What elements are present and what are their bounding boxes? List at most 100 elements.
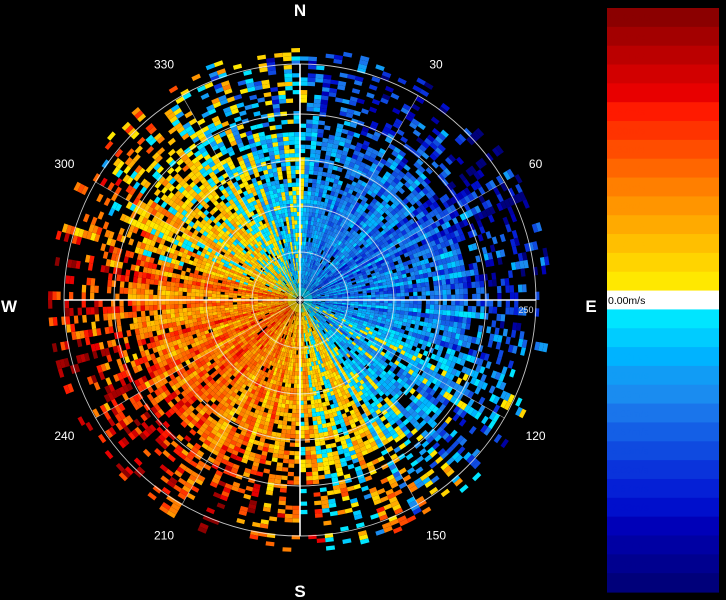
velocity-cell bbox=[364, 386, 370, 392]
velocity-cell bbox=[324, 333, 329, 338]
velocity-cell bbox=[331, 407, 337, 413]
velocity-cell bbox=[364, 213, 371, 220]
velocity-cell bbox=[337, 392, 343, 398]
velocity-cell bbox=[378, 373, 385, 379]
velocity-cell bbox=[397, 181, 404, 188]
velocity-cell bbox=[309, 366, 313, 371]
velocity-cell bbox=[354, 372, 360, 379]
velocity-cell bbox=[440, 223, 448, 230]
velocity-cell bbox=[354, 329, 360, 334]
velocity-cell bbox=[316, 244, 321, 249]
velocity-cell bbox=[349, 320, 355, 324]
velocity-cell bbox=[341, 296, 347, 299]
velocity-cell bbox=[425, 290, 431, 296]
velocity-cell bbox=[357, 310, 362, 314]
velocity-cell bbox=[387, 355, 393, 362]
velocity-cell bbox=[375, 528, 385, 536]
velocity-cell bbox=[330, 381, 335, 387]
velocity-cell bbox=[375, 428, 383, 435]
velocity-cell bbox=[344, 274, 350, 278]
velocity-cell bbox=[321, 499, 329, 505]
velocity-cell bbox=[337, 359, 343, 365]
velocity-cell bbox=[331, 425, 337, 431]
velocity-cell bbox=[419, 419, 427, 427]
velocity-cell bbox=[517, 252, 524, 262]
velocity-cell bbox=[378, 313, 383, 318]
velocity-cell bbox=[332, 398, 338, 404]
velocity-cell bbox=[316, 295, 321, 298]
velocity-cell bbox=[327, 234, 332, 240]
velocity-cell bbox=[311, 293, 316, 296]
velocity-cell bbox=[313, 320, 317, 325]
velocity-cell bbox=[420, 344, 427, 351]
velocity-cell bbox=[378, 282, 383, 287]
velocity-cell bbox=[398, 317, 404, 322]
velocity-cell bbox=[455, 305, 460, 312]
velocity-cell bbox=[354, 378, 360, 384]
velocity-cell bbox=[302, 316, 305, 321]
velocity-cell bbox=[351, 270, 357, 275]
velocity-cell bbox=[339, 336, 344, 341]
velocity-cell bbox=[476, 169, 485, 178]
velocity-cell bbox=[366, 92, 375, 99]
velocity-cell bbox=[500, 390, 508, 400]
velocity-cell bbox=[353, 483, 361, 490]
velocity-cell bbox=[371, 444, 379, 451]
velocity-cell bbox=[432, 233, 439, 241]
velocity-cell bbox=[308, 362, 312, 367]
velocity-cell bbox=[345, 455, 352, 462]
velocity-cell bbox=[359, 319, 364, 323]
velocity-cell bbox=[312, 295, 317, 297]
velocity-cell bbox=[336, 250, 341, 255]
velocity-cell bbox=[387, 218, 394, 225]
velocity-cell bbox=[344, 230, 350, 236]
velocity-cell bbox=[288, 463, 295, 468]
velocity-cell bbox=[359, 344, 365, 350]
velocity-cell bbox=[406, 496, 416, 504]
velocity-cell bbox=[308, 272, 311, 277]
velocity-cell bbox=[366, 404, 373, 411]
velocity-cell bbox=[304, 262, 307, 267]
velocity-cell bbox=[313, 221, 317, 227]
velocity-cell bbox=[367, 383, 373, 390]
velocity-cell bbox=[328, 265, 333, 270]
velocity-cell bbox=[316, 278, 321, 282]
velocity-cell bbox=[327, 244, 332, 250]
velocity-cell bbox=[308, 301, 313, 303]
velocity-cell bbox=[319, 359, 323, 364]
velocity-cell bbox=[456, 192, 464, 200]
velocity-cell bbox=[310, 255, 313, 260]
velocity-cell bbox=[395, 286, 401, 290]
velocity-cell bbox=[356, 376, 363, 382]
velocity-cell bbox=[293, 396, 297, 401]
velocity-cell bbox=[321, 401, 327, 407]
velocity-cell bbox=[335, 335, 340, 340]
velocity-cell bbox=[304, 233, 307, 238]
velocity-cell bbox=[344, 322, 350, 326]
velocity-cell bbox=[320, 301, 326, 303]
velocity-cell bbox=[381, 381, 388, 388]
velocity-cell bbox=[399, 281, 404, 286]
velocity-cell bbox=[327, 355, 332, 361]
velocity-cell bbox=[353, 264, 359, 269]
velocity-cell bbox=[348, 272, 353, 277]
velocity-cell bbox=[304, 429, 310, 435]
velocity-cell bbox=[325, 342, 329, 348]
velocity-cell bbox=[319, 289, 324, 293]
velocity-cell bbox=[362, 196, 369, 203]
velocity-cell bbox=[358, 209, 365, 216]
velocity-cell bbox=[306, 258, 309, 263]
velocity-cell bbox=[303, 301, 308, 304]
velocity-cell bbox=[384, 422, 392, 429]
velocity-cell bbox=[390, 372, 396, 379]
velocity-cell bbox=[350, 303, 355, 306]
velocity-cell bbox=[320, 393, 325, 399]
velocity-cell bbox=[317, 327, 322, 333]
velocity-cell bbox=[339, 342, 344, 347]
velocity-cell bbox=[309, 208, 313, 213]
velocity-cell bbox=[488, 179, 497, 189]
velocity-cell bbox=[392, 303, 397, 307]
velocity-cell bbox=[308, 296, 313, 298]
velocity-cell bbox=[302, 308, 304, 313]
velocity-cell bbox=[356, 142, 363, 149]
